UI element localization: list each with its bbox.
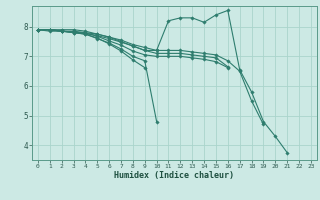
X-axis label: Humidex (Indice chaleur): Humidex (Indice chaleur) — [115, 171, 234, 180]
